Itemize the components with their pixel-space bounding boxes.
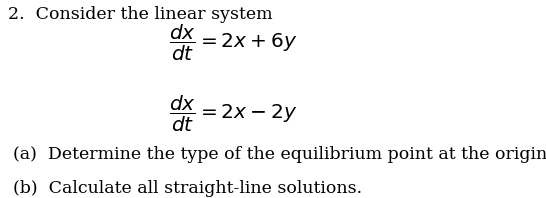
Text: (b)  Calculate all straight-line solutions.: (b) Calculate all straight-line solution…: [13, 180, 361, 197]
Text: 2.  Consider the linear system: 2. Consider the linear system: [8, 6, 273, 23]
Text: $\dfrac{dx}{dt} = 2x + 6y$: $\dfrac{dx}{dt} = 2x + 6y$: [169, 22, 298, 63]
Text: $\dfrac{dx}{dt} = 2x - 2y$: $\dfrac{dx}{dt} = 2x - 2y$: [169, 93, 298, 134]
Text: (a)  Determine the type of the equilibrium point at the origin.: (a) Determine the type of the equilibriu…: [13, 146, 546, 163]
